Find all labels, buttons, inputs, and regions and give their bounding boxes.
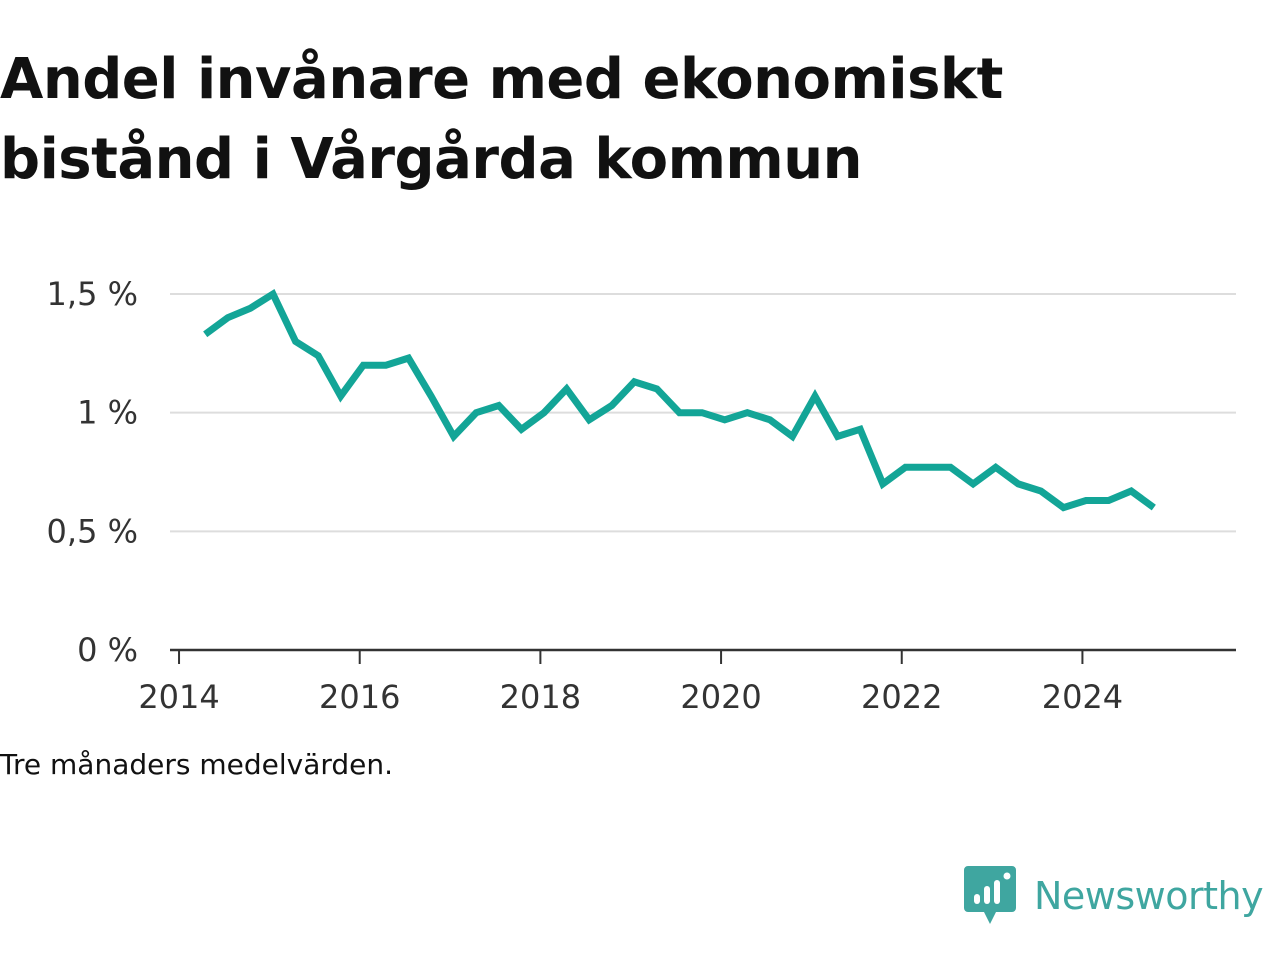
y-axis-ticks: 0 % 0,5 % 1 % 1,5 % [47,275,138,669]
y-tick-label: 0 % [77,631,138,669]
x-tick-label: 2018 [500,678,581,716]
x-tick-label: 2022 [861,678,942,716]
x-tick-label: 2014 [138,678,219,716]
x-axis-ticks: 2014 2016 2018 2020 2022 2024 [138,650,1123,716]
chart-title: Andel invånare med ekonomiskt bistånd i … [0,47,1003,192]
y-tick-label: 1 % [77,394,138,432]
newsworthy-logo-icon [964,866,1016,924]
y-tick-label: 1,5 % [47,275,138,313]
x-tick-label: 2016 [319,678,400,716]
x-tick-label: 2024 [1042,678,1123,716]
series [203,288,1156,512]
brand-logo: Newsworthy [964,864,1264,928]
chart-note: Tre månaders medelvärden. [0,748,394,781]
brand-name: Newsworthy [1034,874,1264,918]
x-tick-label: 2020 [680,678,761,716]
series-line [203,288,1156,512]
y-tick-label: 0,5 % [47,512,138,550]
